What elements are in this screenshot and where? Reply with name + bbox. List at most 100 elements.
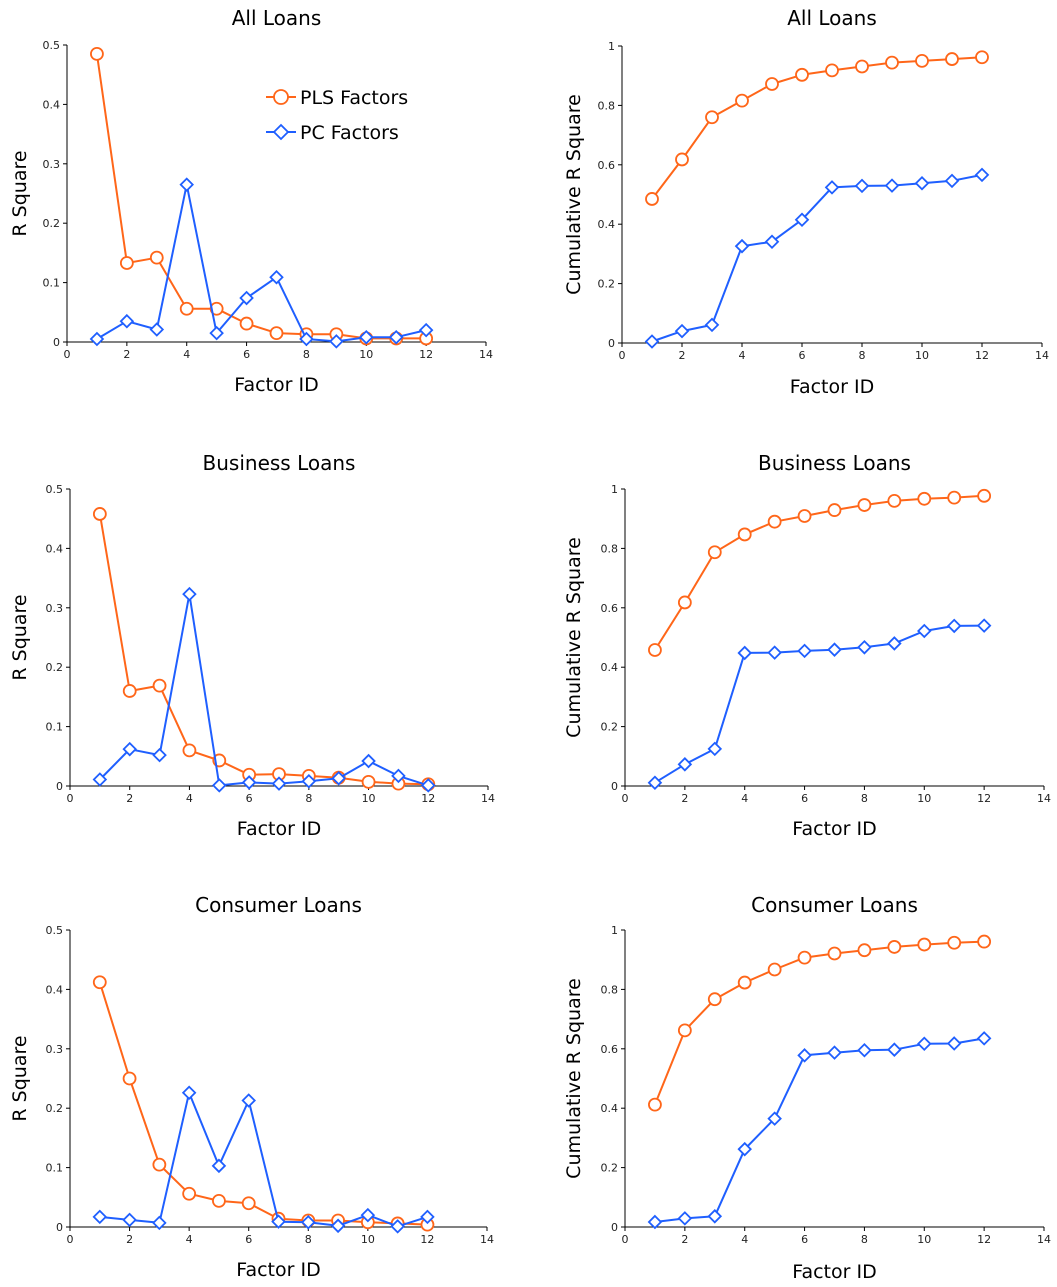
pls-point [152, 678, 167, 693]
pls-series-line [98, 513, 429, 786]
pc-point [92, 772, 108, 787]
y-tick-label: 0.8 [598, 99, 616, 112]
pc-point [674, 323, 690, 339]
pc-point [390, 1219, 405, 1234]
y-tick-label: 0.5 [46, 483, 64, 496]
pls-point [887, 493, 902, 508]
pls-point [827, 503, 842, 517]
y-tick-label: 0.5 [43, 39, 61, 52]
x-tick-label: 6 [245, 1233, 252, 1246]
pls-point [857, 943, 872, 958]
pc-point [211, 1158, 227, 1174]
pls-series-line [98, 982, 428, 1226]
x-tick-label: 6 [246, 792, 253, 805]
pc-point [119, 313, 135, 329]
pc-series-line [99, 593, 429, 787]
pls-point [152, 1157, 167, 1172]
x-tick-label: 0 [67, 792, 74, 805]
x-tick-label: 2 [126, 1233, 133, 1246]
pls-point [92, 507, 107, 521]
pc-point [946, 618, 962, 634]
pc-point [271, 1214, 286, 1229]
y-tick-label: 0.2 [46, 661, 64, 674]
x-tick-label: 14 [481, 792, 495, 805]
pls-point [977, 934, 992, 949]
x-tick-label: 2 [123, 348, 130, 361]
pls-point [707, 545, 722, 560]
y-tick-label: 0 [608, 337, 615, 350]
pls-point [677, 595, 692, 610]
pls-point [947, 935, 962, 950]
chart-title: All Loans [787, 6, 877, 30]
pc-point [361, 753, 376, 769]
pc-point [329, 334, 344, 349]
pls-series-line [653, 940, 985, 1105]
x-tick-label: 4 [739, 349, 746, 362]
pls-point [269, 326, 284, 340]
pc-series-line [654, 624, 985, 784]
x-tick-label: 12 [977, 1233, 991, 1246]
y-tick-label: 1 [608, 40, 615, 53]
pc-point [677, 757, 693, 772]
pls-point [361, 774, 376, 789]
x-tick-label: 2 [126, 792, 133, 805]
pls-point [149, 250, 164, 265]
x-tick-label: 14 [479, 348, 493, 361]
x-tick-label: 12 [421, 792, 435, 805]
pls-point [645, 192, 659, 206]
y-tick-label: 0.1 [46, 721, 64, 734]
pls-point [767, 514, 782, 529]
pls-point [90, 47, 104, 61]
x-tick-label: 14 [1037, 792, 1051, 805]
y-tick-label: 0.1 [46, 1162, 64, 1175]
pc-point [182, 586, 197, 602]
y-tick-label: 0.1 [43, 277, 61, 290]
pls-point [857, 498, 872, 512]
x-tick-label: 0 [64, 348, 71, 361]
y-tick-label: 0.8 [601, 983, 619, 996]
pc-point [212, 778, 227, 793]
pc-point [647, 1214, 663, 1230]
pc-point [797, 643, 812, 659]
pc-series-line [654, 1037, 985, 1223]
x-tick-label: 10 [361, 1233, 375, 1246]
pc-point [794, 212, 810, 228]
pls-point [212, 1193, 226, 1208]
pc-point [89, 331, 105, 347]
x-tick-label: 0 [622, 792, 629, 805]
pc-point [299, 331, 314, 347]
x-tick-label: 4 [186, 792, 193, 805]
y-tick-label: 0.3 [46, 1043, 64, 1056]
pc-point [359, 329, 374, 345]
pc-point [360, 1207, 376, 1223]
y-tick-label: 1 [611, 483, 618, 496]
pc-point [418, 322, 434, 338]
chart-title: Business Loans [203, 451, 356, 475]
x-tick-label: 6 [801, 1233, 808, 1246]
pc-point [179, 177, 194, 192]
pls-point [705, 110, 719, 125]
x-tick-label: 14 [1035, 349, 1049, 362]
x-tick-label: 12 [420, 1233, 434, 1246]
x-tick-label: 0 [622, 1233, 629, 1246]
pc-point [331, 771, 346, 786]
x-tick-label: 8 [861, 792, 868, 805]
pc-point [737, 645, 752, 661]
x-tick-label: 4 [186, 1233, 193, 1246]
legend: PLS Factors PC Factors [266, 87, 408, 144]
pc-point [797, 1048, 812, 1063]
legend-pls-label: PLS Factors [300, 87, 408, 109]
y-tick-label: 0.4 [46, 542, 64, 555]
x-axis-label: Factor ID [792, 1261, 876, 1283]
y-tick-label: 0.4 [601, 661, 619, 674]
x-tick-label: 12 [975, 349, 989, 362]
pls-point [707, 992, 722, 1007]
y-axis-label: R Square [9, 594, 31, 680]
y-tick-label: 0.2 [598, 278, 616, 291]
pls-point [122, 684, 137, 698]
pc-point [644, 334, 660, 349]
pls-point [915, 53, 929, 68]
x-tick-label: 2 [679, 349, 686, 362]
pc-point [269, 269, 284, 285]
